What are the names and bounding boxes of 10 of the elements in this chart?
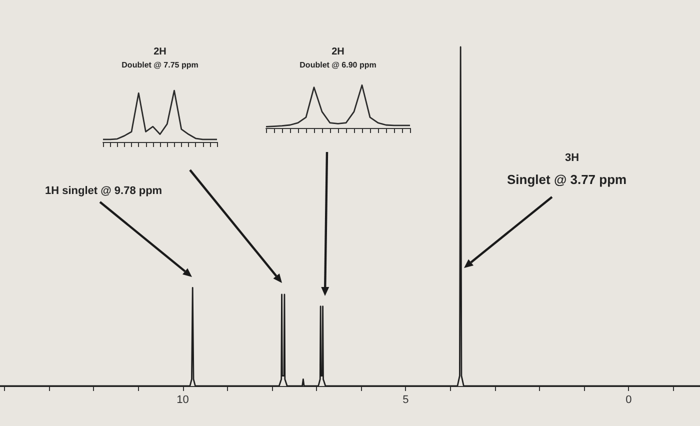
annotation: 1H singlet @ 9.78 ppm — [45, 185, 162, 197]
chart-subtitle: Doublet @ 6.90 ppm — [300, 60, 376, 70]
annotation: Singlet @ 3.77 ppm — [507, 172, 627, 187]
x-tick-label: 10 — [176, 394, 189, 406]
chart-title: 2H — [332, 46, 344, 58]
x-tick-label: 0 — [626, 394, 632, 406]
annotation: 3H — [565, 152, 580, 164]
x-tick-label: 5 — [402, 394, 409, 406]
chart-subtitle: Doublet @ 7.75 ppm — [122, 60, 198, 70]
chart-title: 2H — [154, 46, 166, 58]
